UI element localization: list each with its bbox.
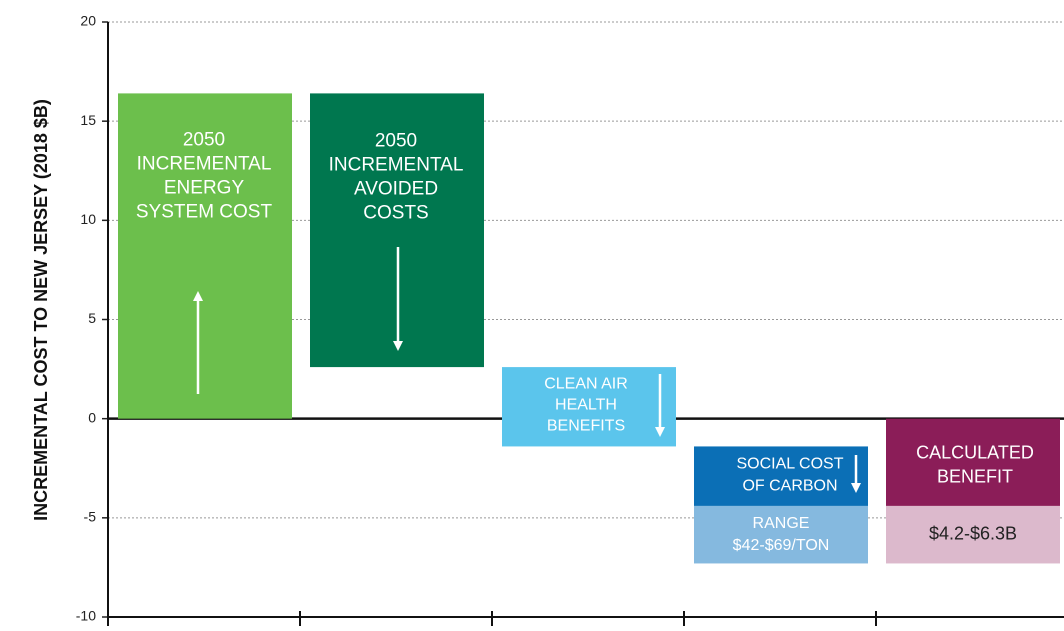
bar-label: SYSTEM COST	[136, 201, 273, 222]
bar	[886, 418, 1060, 506]
bars: 2050 INCREMENTAL ENERGY SYSTEM COST 2050 INCR…	[118, 93, 1060, 564]
y-tick-label: -10	[76, 608, 96, 624]
bar-label: INCREMENTAL	[137, 153, 272, 174]
bar-label: CALCULATED	[916, 442, 1034, 462]
y-tick-label: 15	[80, 112, 96, 128]
range-bar	[886, 505, 1060, 564]
bar-label: 2050	[183, 129, 225, 150]
bar	[118, 93, 292, 419]
y-tick-label: 20	[80, 13, 96, 29]
range-bar	[694, 505, 868, 564]
bar-label: BENEFITS	[547, 417, 625, 434]
bar-label: RANGE	[753, 515, 810, 532]
bar-label: AVOIDED	[354, 178, 438, 199]
bar-label: HEALTH	[555, 396, 617, 413]
bar-label: $42-$69/TON	[733, 537, 830, 554]
bar-label: ENERGY	[164, 177, 245, 198]
y-tick-label: -5	[84, 509, 97, 525]
bar-label: CLEAN AIR	[544, 375, 628, 392]
bar-label: 2050	[375, 130, 417, 151]
bar-label: OF CARBON	[742, 478, 837, 495]
bar-label: SOCIAL COST	[737, 456, 844, 473]
y-tick-label: 10	[80, 211, 96, 227]
bar-label: $4.2-$6.3B	[929, 523, 1017, 543]
y-axis-title: INCREMENTAL COST TO NEW JERSEY (2018 $B)	[31, 99, 51, 521]
bar-label: INCREMENTAL	[329, 154, 464, 175]
y-tick-label: 0	[88, 409, 96, 425]
bar	[694, 446, 868, 506]
y-tick-label: 5	[88, 310, 96, 326]
bar	[502, 367, 676, 447]
arrows	[193, 247, 861, 493]
bar-label: COSTS	[363, 202, 428, 223]
bar-label: BENEFIT	[937, 466, 1013, 486]
